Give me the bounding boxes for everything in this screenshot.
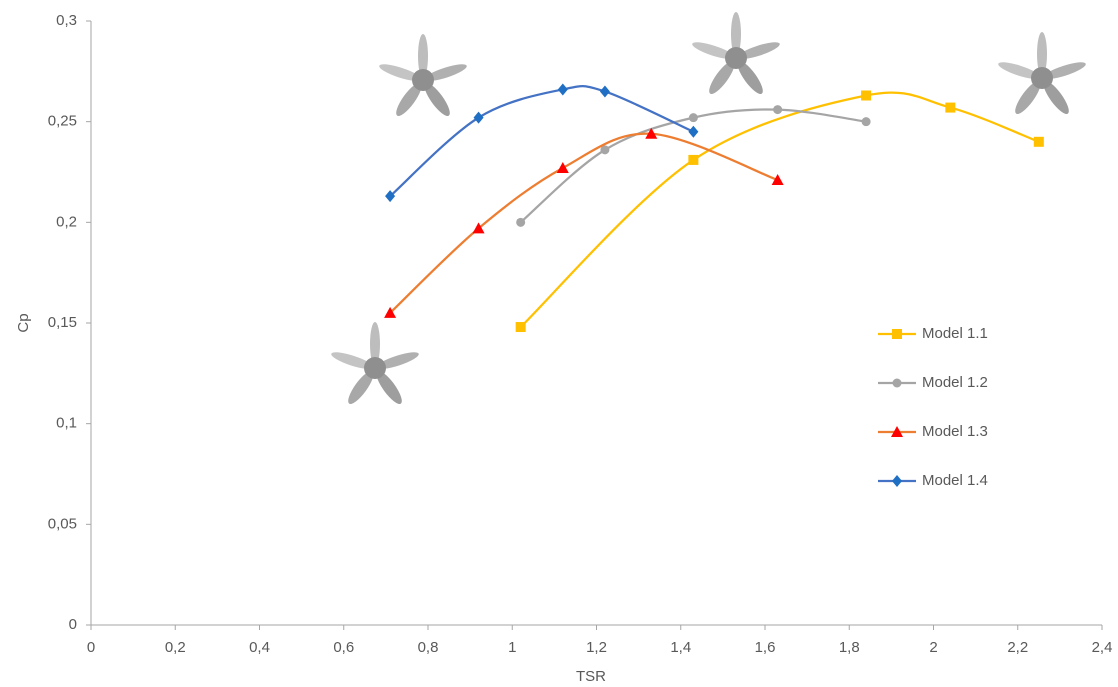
x-tick-label: 1,8 xyxy=(839,639,860,656)
x-tick-label: 1,2 xyxy=(586,639,607,656)
marker xyxy=(689,113,698,122)
series-line xyxy=(521,93,1039,327)
chart: TSR Cp 0 0,2 0,4 0,6 0,8 1 1,2 1,4 1,6 1,8 2 2,2 2,4… xyxy=(0,0,1118,687)
marker xyxy=(558,83,568,95)
legend-marker xyxy=(892,329,902,339)
y-axis-title: Cp xyxy=(15,313,32,332)
y-tick-label: 0,2 xyxy=(56,213,77,230)
marker xyxy=(945,103,955,113)
x-tick-label: 2,4 xyxy=(1092,639,1113,656)
marker xyxy=(688,126,698,138)
x-tick-label: 1,6 xyxy=(755,639,776,656)
x-axis-title: TSR xyxy=(576,668,606,685)
legend-marker xyxy=(893,379,902,388)
x-tick-label: 0,2 xyxy=(165,639,186,656)
propeller-image xyxy=(997,32,1088,117)
marker xyxy=(600,85,610,97)
y-tick-label: 0,1 xyxy=(56,415,77,432)
x-tick-label: 1,4 xyxy=(670,639,691,656)
legend-label: Model 1.4 xyxy=(922,472,988,489)
y-tick-label: 0,15 xyxy=(48,314,77,331)
x-tick-label: 2,2 xyxy=(1007,639,1028,656)
x-tick-label: 0,6 xyxy=(333,639,354,656)
x-tick-label: 0,4 xyxy=(249,639,270,656)
legend-marker xyxy=(892,475,902,487)
y-tick-label: 0,05 xyxy=(48,515,77,532)
marker xyxy=(773,105,782,114)
x-tick-label: 0 xyxy=(87,639,95,656)
legend-label: Model 1.1 xyxy=(922,325,988,342)
y-tick-label: 0,3 xyxy=(56,12,77,29)
propeller-image xyxy=(330,322,421,407)
x-tick-label: 2 xyxy=(929,639,937,656)
propeller-image xyxy=(691,12,782,97)
x-tick-label: 0,8 xyxy=(418,639,439,656)
marker xyxy=(688,155,698,165)
marker xyxy=(861,90,871,100)
marker xyxy=(474,112,484,124)
propeller-image xyxy=(378,34,469,119)
y-tick-label: 0,25 xyxy=(48,113,77,130)
x-tick-label: 1 xyxy=(508,639,516,656)
marker xyxy=(862,117,871,126)
marker xyxy=(557,162,569,173)
marker xyxy=(1034,137,1044,147)
series-line xyxy=(390,134,778,313)
legend-label: Model 1.2 xyxy=(922,374,988,391)
legend-label: Model 1.3 xyxy=(922,423,988,440)
marker xyxy=(516,218,525,227)
marker xyxy=(516,322,526,332)
y-tick-label: 0 xyxy=(69,616,77,633)
